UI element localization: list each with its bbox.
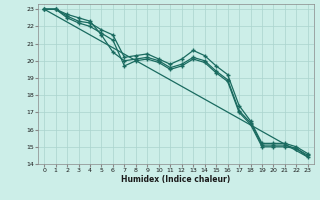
X-axis label: Humidex (Indice chaleur): Humidex (Indice chaleur)	[121, 175, 231, 184]
